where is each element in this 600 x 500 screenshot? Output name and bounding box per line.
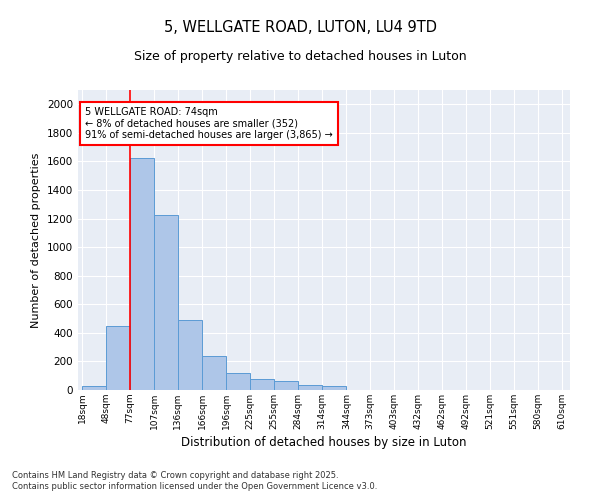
Y-axis label: Number of detached properties: Number of detached properties [31,152,41,328]
Bar [322,386,346,390]
Bar [130,158,154,390]
Bar [202,356,226,390]
Text: 5, WELLGATE ROAD, LUTON, LU4 9TD: 5, WELLGATE ROAD, LUTON, LU4 9TD [163,20,437,35]
Text: Contains HM Land Registry data © Crown copyright and database right 2025.: Contains HM Land Registry data © Crown c… [12,470,338,480]
X-axis label: Distribution of detached houses by size in Luton: Distribution of detached houses by size … [181,436,467,449]
Bar [82,386,106,390]
Bar [298,385,322,390]
Text: 5 WELLGATE ROAD: 74sqm
← 8% of detached houses are smaller (352)
91% of semi-det: 5 WELLGATE ROAD: 74sqm ← 8% of detached … [85,107,333,140]
Bar [154,215,178,390]
Text: Contains public sector information licensed under the Open Government Licence v3: Contains public sector information licen… [12,482,377,491]
Text: Size of property relative to detached houses in Luton: Size of property relative to detached ho… [134,50,466,63]
Bar [250,378,274,390]
Bar [106,326,130,390]
Bar [178,320,202,390]
Bar [226,373,250,390]
Bar [274,380,298,390]
